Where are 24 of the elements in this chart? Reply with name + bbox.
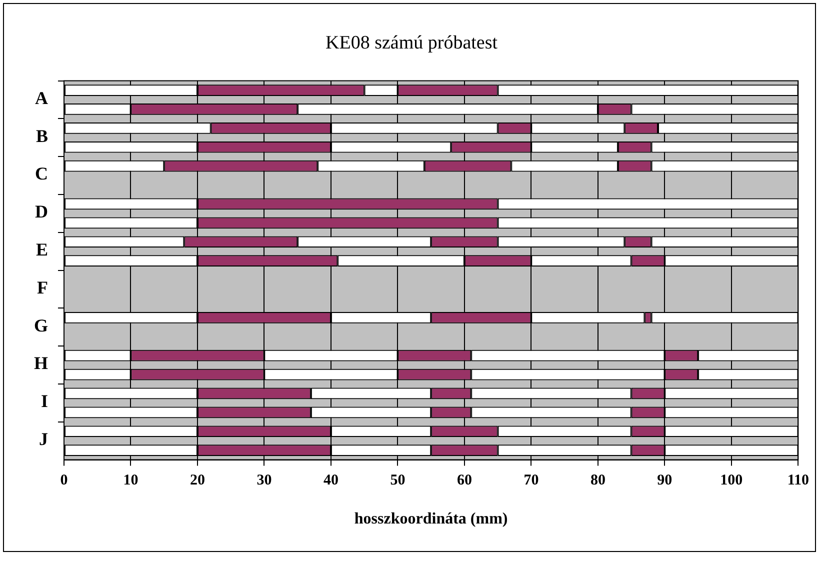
y-tick-label: J: [39, 429, 48, 450]
y-tick-label: G: [34, 315, 48, 336]
x-tick-label: 20: [190, 472, 205, 489]
x-tick-label: 0: [60, 472, 68, 489]
x-tick-label: 90: [657, 472, 672, 489]
y-tick-label: D: [35, 202, 48, 222]
y-tick-label: C: [35, 164, 48, 184]
x-tick-label: 40: [323, 472, 338, 489]
x-tick-label: 50: [390, 472, 406, 489]
y-tick-label: E: [36, 240, 48, 260]
x-axis-title: hosszkoordináta (mm): [354, 510, 508, 528]
y-tick-label: F: [37, 277, 48, 298]
x-tick-label: 10: [123, 472, 138, 489]
y-tick-label: A: [35, 88, 48, 108]
x-tick-label: 30: [256, 472, 272, 489]
chart-title: KE08 számú próbatest: [325, 32, 498, 54]
x-tick-label: 70: [524, 472, 539, 489]
x-tick-label: 80: [590, 472, 606, 489]
y-tick-label: B: [36, 126, 48, 146]
x-tick-label: 110: [787, 472, 810, 489]
x-tick-label: 60: [456, 472, 472, 489]
y-tick-label: I: [40, 391, 48, 412]
x-tick-label: 100: [720, 472, 743, 489]
y-tick-label: H: [34, 353, 48, 374]
